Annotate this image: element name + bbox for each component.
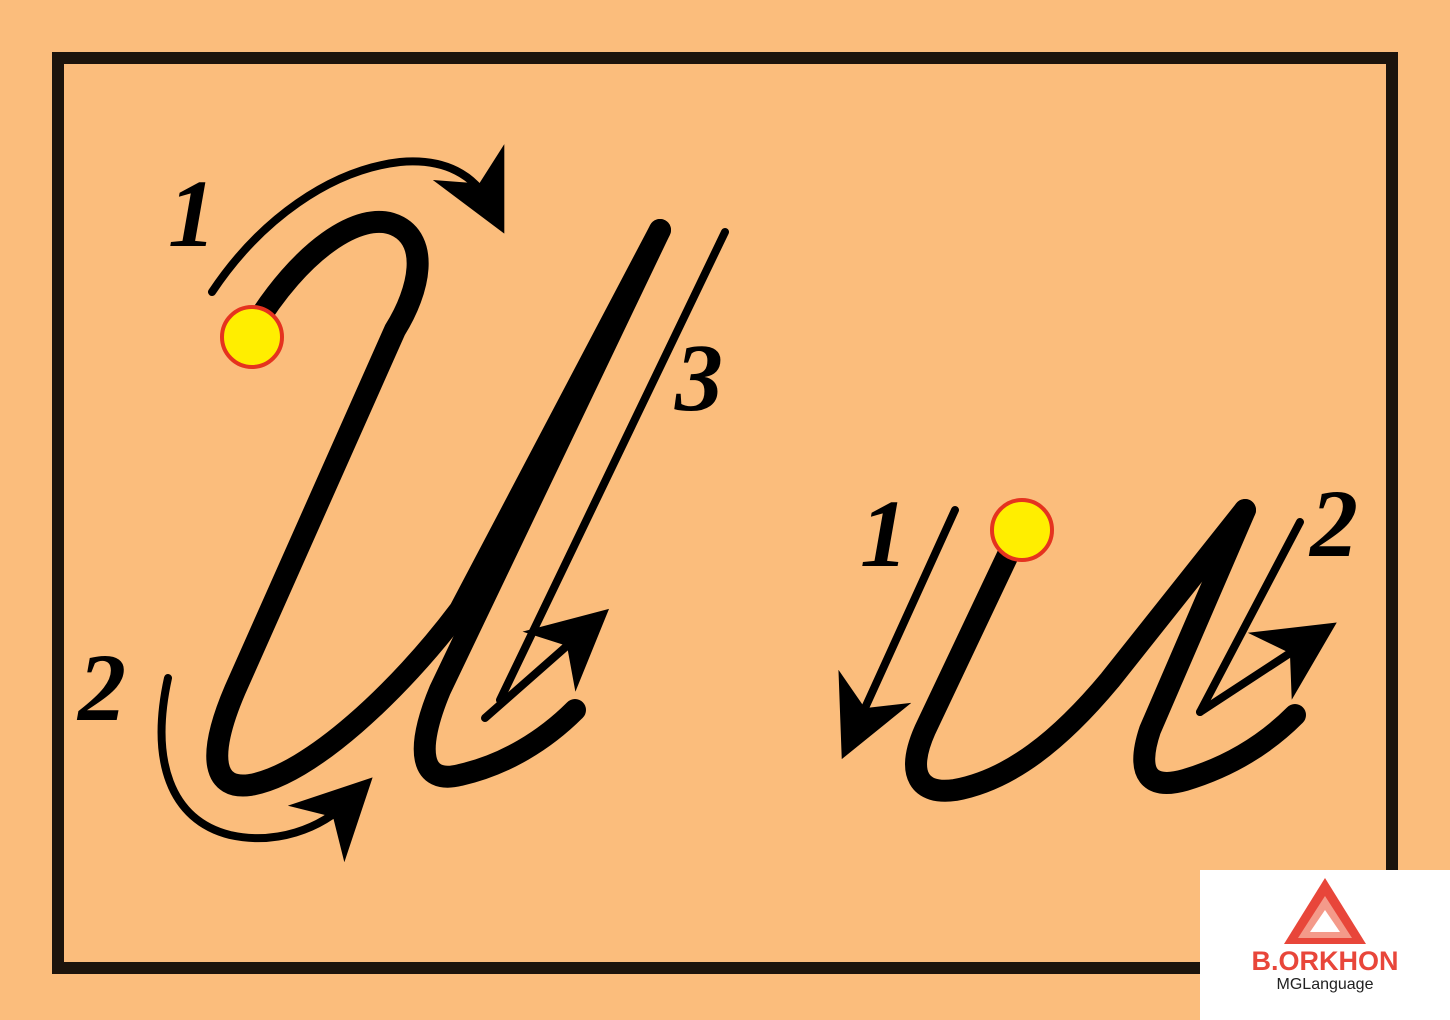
triangle-logo-icon bbox=[1284, 878, 1366, 944]
lowercase-second-stroke bbox=[1133, 499, 1306, 794]
uppercase-arrows bbox=[157, 144, 729, 863]
step-number-2-uppercase: 2 bbox=[76, 634, 126, 741]
arrow-2-uppercase bbox=[157, 674, 373, 863]
lowercase-letter bbox=[905, 499, 1306, 802]
uppercase-main-stroke bbox=[206, 210, 671, 797]
step-number-1-uppercase: 1 bbox=[168, 160, 216, 267]
frame-border bbox=[52, 52, 1398, 974]
step-number-1-lowercase: 1 bbox=[860, 480, 908, 587]
logo-subtitle: MGLanguage bbox=[1276, 976, 1374, 993]
step-number-2-lowercase: 2 bbox=[1308, 470, 1358, 577]
uppercase-letter bbox=[206, 210, 671, 797]
arrow-1-lowercase bbox=[838, 506, 959, 760]
lowercase-arrows bbox=[838, 506, 1337, 760]
uppercase-second-stroke bbox=[413, 219, 671, 788]
arrow-1-uppercase bbox=[208, 144, 505, 296]
start-dot-uppercase bbox=[220, 305, 284, 369]
lowercase-main-stroke bbox=[905, 499, 1256, 802]
step-number-3-uppercase: 3 bbox=[674, 324, 723, 431]
arrow-2-lowercase-line bbox=[1196, 518, 1304, 716]
arrow-3-uppercase-return bbox=[481, 608, 610, 722]
arrow-2-lowercase-return bbox=[1196, 622, 1337, 716]
brand-logo: B.ORKHON MGLanguage bbox=[1200, 870, 1450, 1020]
logo-name: B.ORKHON bbox=[1251, 946, 1399, 976]
start-dot-lowercase bbox=[990, 498, 1054, 562]
